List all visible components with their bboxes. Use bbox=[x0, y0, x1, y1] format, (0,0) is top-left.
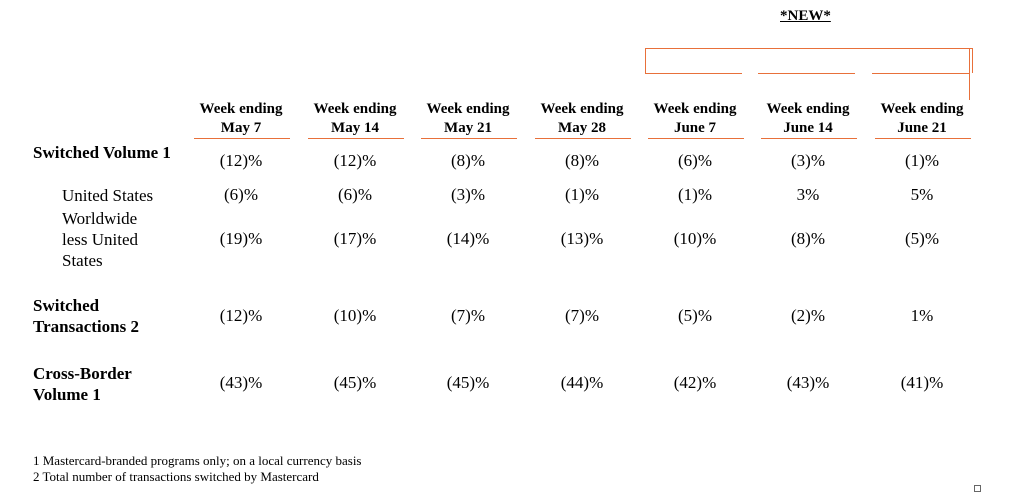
column-header-june7: Week ending June 7 bbox=[653, 101, 737, 136]
table-cell: (12)% bbox=[333, 151, 377, 170]
column-rule bbox=[421, 138, 517, 139]
table-cell: (45)% bbox=[446, 373, 490, 392]
footnote-2: 2 Total number of transactions switched … bbox=[33, 469, 319, 484]
row-label-cross-border-volume: Cross-Border Volume 1 bbox=[33, 364, 132, 404]
table-cell: (13)% bbox=[560, 229, 604, 248]
table-cell: (10)% bbox=[673, 229, 717, 248]
table-cell: (3)% bbox=[791, 151, 825, 170]
row-label-switched-volume: Switched Volume 1 bbox=[33, 143, 171, 162]
new-bracket-leg-june14 bbox=[758, 73, 855, 74]
column-header-june14: Week ending June 14 bbox=[766, 101, 850, 136]
table-cell: (7)% bbox=[451, 306, 485, 325]
table-cell: (14)% bbox=[446, 229, 490, 248]
table-cell: (44)% bbox=[560, 373, 604, 392]
new-bracket-right-drop bbox=[969, 48, 970, 100]
column-rule bbox=[194, 138, 290, 139]
table-cell: (1)% bbox=[678, 185, 712, 204]
table-cell: (2)% bbox=[791, 306, 825, 325]
table-cell: 3% bbox=[796, 185, 820, 204]
column-rule bbox=[875, 138, 971, 139]
table-cell: (3)% bbox=[451, 185, 485, 204]
corner-marker bbox=[974, 485, 981, 492]
table-cell: (7)% bbox=[565, 306, 599, 325]
table-cell: (1)% bbox=[905, 151, 939, 170]
table-cell: (8)% bbox=[791, 229, 825, 248]
table-cell: (41)% bbox=[900, 373, 944, 392]
table-cell: (8)% bbox=[451, 151, 485, 170]
table-cell: (45)% bbox=[333, 373, 377, 392]
column-rule bbox=[535, 138, 631, 139]
column-header-may28: Week ending May 28 bbox=[540, 101, 624, 136]
table-cell: (43)% bbox=[219, 373, 263, 392]
table-cell: (42)% bbox=[673, 373, 717, 392]
column-header-may21: Week ending May 21 bbox=[426, 101, 510, 136]
new-label: *NEW* bbox=[780, 8, 831, 24]
table-cell: 5% bbox=[910, 185, 934, 204]
table-cell: (6)% bbox=[224, 185, 258, 204]
table-cell: (12)% bbox=[219, 306, 263, 325]
table-cell: (5)% bbox=[905, 229, 939, 248]
new-bracket-leg-june21 bbox=[872, 73, 969, 74]
column-rule bbox=[648, 138, 744, 139]
footnote-1: 1 Mastercard-branded programs only; on a… bbox=[33, 453, 362, 468]
table-cell: (1)% bbox=[565, 185, 599, 204]
table-cell: (19)% bbox=[219, 229, 263, 248]
column-rule bbox=[308, 138, 404, 139]
row-label-worldwide-less-us: Worldwide less United States bbox=[62, 209, 139, 270]
table-cell: 1% bbox=[910, 306, 934, 325]
table-cell: (8)% bbox=[565, 151, 599, 170]
table-cell: (6)% bbox=[338, 185, 372, 204]
table-cell: (17)% bbox=[333, 229, 377, 248]
row-label-switched-transactions: Switched Transactions 2 bbox=[33, 296, 139, 336]
new-bracket bbox=[645, 48, 973, 73]
table-cell: (12)% bbox=[219, 151, 263, 170]
column-header-may7: Week ending May 7 bbox=[199, 101, 283, 136]
table-cell: (5)% bbox=[678, 306, 712, 325]
column-header-may14: Week ending May 14 bbox=[313, 101, 397, 136]
table-cell: (10)% bbox=[333, 306, 377, 325]
row-label-united-states: United States bbox=[62, 186, 154, 205]
column-header-june21: Week ending June 21 bbox=[880, 101, 964, 136]
table-cell: (6)% bbox=[678, 151, 712, 170]
column-rule bbox=[761, 138, 857, 139]
new-bracket-leg-june7 bbox=[645, 73, 742, 74]
table-cell: (43)% bbox=[786, 373, 830, 392]
